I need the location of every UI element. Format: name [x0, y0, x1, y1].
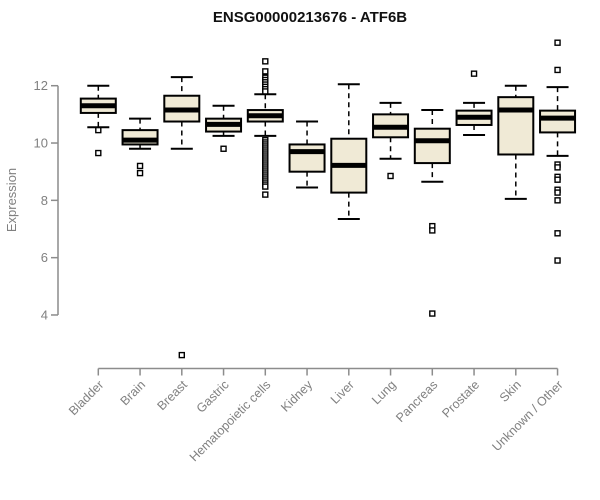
iqr-box: [288, 143, 326, 173]
iqr-box: [539, 109, 577, 134]
box-hematopoietic-cells: [246, 58, 284, 198]
outlier-point: [470, 70, 478, 77]
outlier-point: [429, 227, 436, 234]
y-tick-label: 12: [34, 78, 48, 93]
x-tick-label-prostate: Prostate: [439, 378, 482, 421]
outlier-point: [136, 162, 144, 170]
x-tick-label-breast: Breast: [154, 377, 190, 413]
outlier-point: [554, 176, 561, 183]
box-lung: [372, 101, 410, 180]
outlier-point: [220, 145, 227, 152]
box-prostate: [455, 70, 493, 136]
outlier-point: [95, 149, 102, 157]
chart-title: ENSG00000213676 - ATF6B: [213, 9, 407, 26]
x-tick-label-unknown-other: Unknown / Other: [489, 378, 565, 454]
outlier-point: [136, 169, 144, 177]
box-skin: [497, 84, 535, 200]
outlier-point: [262, 58, 269, 65]
outlier-point: [262, 88, 269, 95]
x-tick-label-hematopoietic-cells: Hematopoietic cells: [187, 378, 274, 465]
outlier-point: [387, 172, 394, 180]
box-unknown-other: [539, 39, 577, 264]
y-axis-label: Expression: [4, 168, 19, 232]
outlier-point: [554, 257, 561, 264]
outlier-point: [429, 310, 436, 317]
outlier-point: [262, 183, 269, 190]
outlier-point: [554, 189, 561, 196]
outlier-point: [262, 68, 269, 75]
iqr-box: [413, 127, 451, 165]
outlier-point: [554, 66, 561, 74]
outlier-point: [554, 39, 561, 46]
outlier-point: [262, 191, 269, 198]
box-kidney: [288, 120, 326, 189]
x-tick-label-gastric: Gastric: [194, 378, 232, 416]
y-tick-label: 6: [41, 250, 48, 265]
x-tick-label-liver: Liver: [328, 378, 357, 407]
y-tick-label: 4: [41, 307, 48, 322]
box-breast: [163, 76, 201, 359]
x-tick-label-lung: Lung: [369, 378, 399, 408]
outlier-point: [178, 351, 186, 359]
x-tick-label-skin: Skin: [497, 378, 524, 405]
box-gastric: [205, 104, 243, 152]
x-tick-label-bladder: Bladder: [66, 378, 106, 418]
box-bladder: [79, 84, 117, 157]
x-tick-label-brain: Brain: [118, 378, 149, 409]
x-tick-label-kidney: Kidney: [278, 377, 315, 414]
box-liver: [330, 83, 368, 220]
box-brain: [121, 117, 159, 177]
outlier-point: [554, 230, 561, 237]
x-tick-label-pancreas: Pancreas: [393, 378, 440, 425]
y-tick-label: 10: [34, 136, 48, 151]
outlier-point: [554, 164, 561, 171]
iqr-box: [497, 96, 535, 156]
outlier-point: [554, 197, 561, 204]
box-pancreas: [413, 109, 451, 317]
plot-area: 4 6 8 10 12 Bladder Brain Breast GastricHematopo…: [34, 39, 577, 465]
y-tick-label: 8: [41, 193, 48, 208]
outlier-point: [95, 126, 102, 134]
